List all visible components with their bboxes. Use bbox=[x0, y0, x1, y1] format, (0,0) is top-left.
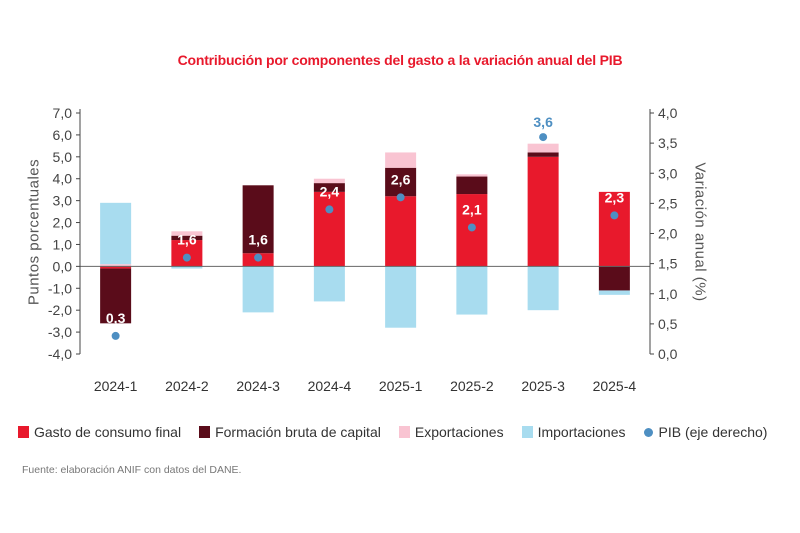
data-labels-layer: 0,3 1,6 1,6 2,4 2,6 2,1 3,6 2,3 bbox=[106, 114, 624, 326]
x-tick-label: 2024-2 bbox=[165, 378, 209, 394]
y-axis-right-label: Variación anual (%) bbox=[691, 162, 709, 302]
y-tick-label: 5,0 bbox=[53, 149, 73, 165]
chart-canvas: 7,0 6,0 5,0 4,0 3,0 2,0 1,0 0,0 -1,0 -2,0 -3,0 -4,0… bbox=[48, 105, 678, 394]
x-tick-label: 2025-4 bbox=[593, 378, 637, 394]
bar-segment-1 bbox=[385, 196, 417, 267]
legend-item-importaciones: Importaciones bbox=[521, 424, 626, 440]
legend-item-pib: PIB (eje derecho) bbox=[643, 424, 768, 440]
bar-segment-2 bbox=[385, 167, 417, 197]
legend-swatch-consumo bbox=[18, 426, 29, 438]
pib-point bbox=[325, 205, 334, 214]
bar-segment-2 bbox=[171, 235, 203, 241]
pib-data-label: 2,3 bbox=[605, 189, 625, 205]
y2-tick-label: 1,0 bbox=[658, 286, 678, 302]
y2-tick-label: 3,0 bbox=[658, 165, 678, 181]
x-tick-label: 2025-2 bbox=[450, 378, 494, 394]
y-tick-label: 7,0 bbox=[53, 105, 73, 121]
legend-label-fbk: Formación bruta de capital bbox=[215, 424, 381, 440]
chart-title: Contribución por componentes del gasto a… bbox=[177, 52, 623, 68]
source-note: Fuente: elaboración ANIF con datos del D… bbox=[22, 464, 242, 476]
legend-item-fbk: Formación bruta de capital bbox=[199, 424, 381, 440]
pib-point bbox=[396, 193, 405, 202]
bar-segment-3 bbox=[456, 174, 488, 177]
pib-data-label: 1,6 bbox=[177, 232, 197, 248]
bar-segment-4 bbox=[385, 266, 417, 328]
y-tick-label: -3,0 bbox=[48, 324, 72, 340]
bar-segment-3 bbox=[100, 264, 132, 267]
x-tick-label: 2024-1 bbox=[94, 378, 138, 394]
y2-tick-label: 2,0 bbox=[658, 226, 678, 242]
bar-segment-3 bbox=[313, 178, 345, 184]
legend-label-consumo: Gasto de consumo final bbox=[34, 424, 182, 440]
bar-segment-4 bbox=[527, 266, 559, 311]
bar-segment-2 bbox=[456, 176, 488, 195]
pib-data-label: 2,4 bbox=[320, 183, 340, 199]
bar-segment-2 bbox=[100, 268, 132, 324]
y-tick-label: 6,0 bbox=[53, 127, 73, 143]
legend-marker-pib bbox=[643, 427, 653, 437]
pib-point bbox=[539, 133, 548, 142]
bar-segment-4 bbox=[100, 202, 132, 265]
y2-tick-label: 0,0 bbox=[658, 346, 678, 362]
pib-point bbox=[610, 211, 619, 220]
y2-tick-label: 2,5 bbox=[658, 195, 678, 211]
legend-swatch-exportaciones bbox=[398, 426, 410, 438]
x-tick-label: 2024-4 bbox=[308, 378, 352, 394]
y-tick-label: -4,0 bbox=[48, 346, 72, 362]
bar-segment-1 bbox=[313, 191, 345, 267]
legend-item-exportaciones: Exportaciones bbox=[398, 424, 504, 440]
axes-layer: 7,0 6,0 5,0 4,0 3,0 2,0 1,0 0,0 -1,0 -2,0 -3,0 -4,0… bbox=[48, 105, 678, 394]
legend: Gasto de consumo final Formación bruta d… bbox=[18, 422, 785, 442]
x-tick-label: 2025-3 bbox=[521, 378, 565, 394]
bar-segment-4 bbox=[242, 266, 274, 313]
pib-point bbox=[111, 331, 120, 340]
legend-label-importaciones: Importaciones bbox=[537, 424, 626, 440]
bar-segment-4 bbox=[456, 266, 488, 315]
bar-segment-4 bbox=[313, 266, 345, 302]
pib-data-label: 1,6 bbox=[248, 232, 268, 248]
pib-data-label: 0,3 bbox=[106, 310, 126, 326]
y2-tick-label: 1,5 bbox=[658, 256, 678, 272]
bar-segment-2 bbox=[527, 152, 559, 157]
pib-data-label: 2,1 bbox=[462, 201, 482, 217]
x-tick-label: 2024-3 bbox=[236, 378, 280, 394]
bar-segment-2 bbox=[242, 185, 274, 254]
bar-segment-1 bbox=[598, 191, 630, 267]
bar-segment-1 bbox=[100, 266, 132, 269]
pib-data-label: 2,6 bbox=[391, 171, 411, 187]
pib-point bbox=[182, 253, 191, 262]
pib-point bbox=[254, 253, 263, 262]
legend-item-consumo: Gasto de consumo final bbox=[18, 424, 181, 440]
bar-segment-3 bbox=[171, 231, 203, 236]
bar-segment-2 bbox=[598, 266, 630, 291]
y-axis-left-label: Puntos porcentuales bbox=[25, 158, 43, 306]
pib-points-layer bbox=[111, 133, 619, 340]
y-tick-label: 0,0 bbox=[53, 258, 73, 274]
y2-tick-label: 3,5 bbox=[658, 135, 678, 151]
bar-segment-3 bbox=[527, 143, 559, 153]
bar-segment-1 bbox=[527, 156, 559, 267]
bar-segment-4 bbox=[171, 266, 203, 269]
y-tick-label: 1,0 bbox=[53, 236, 73, 252]
y2-tick-label: 4,0 bbox=[658, 105, 678, 121]
bar-segment-3 bbox=[385, 152, 417, 168]
y2-tick-label: 0,5 bbox=[658, 316, 678, 332]
legend-label-pib: PIB (eje derecho) bbox=[658, 424, 768, 440]
y-tick-label: -1,0 bbox=[48, 280, 72, 296]
x-tick-label: 2025-1 bbox=[379, 378, 423, 394]
legend-swatch-importaciones bbox=[521, 426, 533, 438]
y-tick-label: 4,0 bbox=[53, 171, 73, 187]
y-tick-label: 3,0 bbox=[53, 193, 73, 209]
y-tick-label: -2,0 bbox=[48, 302, 72, 318]
pib-point bbox=[467, 223, 476, 232]
bar-segment-2 bbox=[313, 183, 345, 192]
pib-data-label: 3,6 bbox=[533, 114, 553, 130]
bar-segment-1 bbox=[171, 240, 203, 267]
legend-swatch-fbk bbox=[199, 426, 211, 438]
bar-segment-4 bbox=[598, 290, 630, 295]
y-tick-label: 2,0 bbox=[53, 215, 73, 231]
legend-label-exportaciones: Exportaciones bbox=[414, 424, 504, 440]
